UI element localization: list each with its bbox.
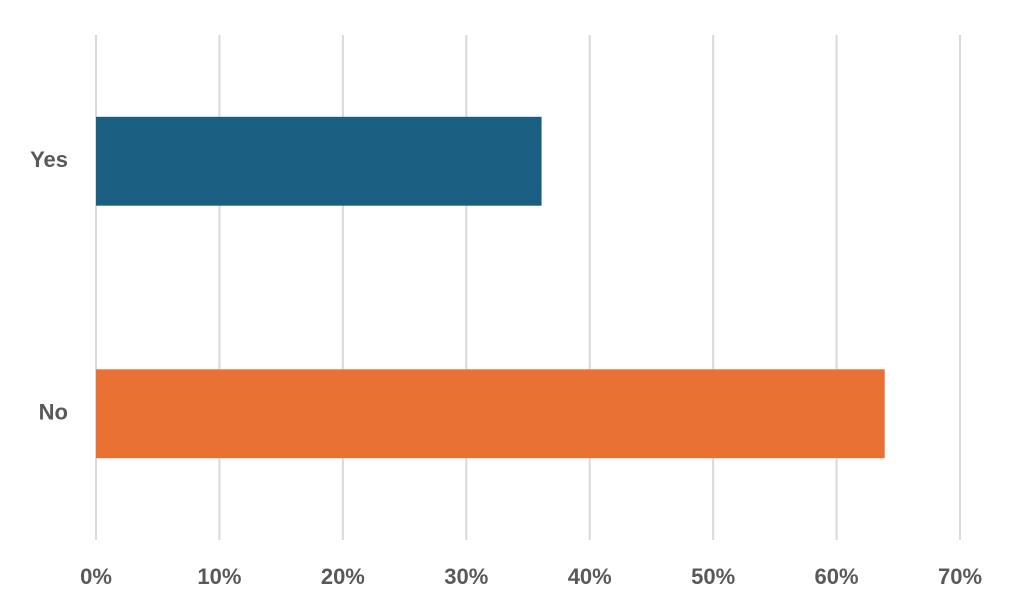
x-tick-label: 30% [444,564,488,589]
bar [96,369,885,459]
bar [96,116,542,206]
x-tick-label: 50% [691,564,735,589]
y-tick-label: No [39,400,68,425]
y-tick-label: Yes [30,147,68,172]
x-tick-label: 20% [321,564,365,589]
x-tick-label: 0% [80,564,112,589]
x-tick-label: 60% [815,564,859,589]
x-tick-label: 40% [568,564,612,589]
x-tick-label: 70% [938,564,982,589]
x-tick-label: 10% [197,564,241,589]
